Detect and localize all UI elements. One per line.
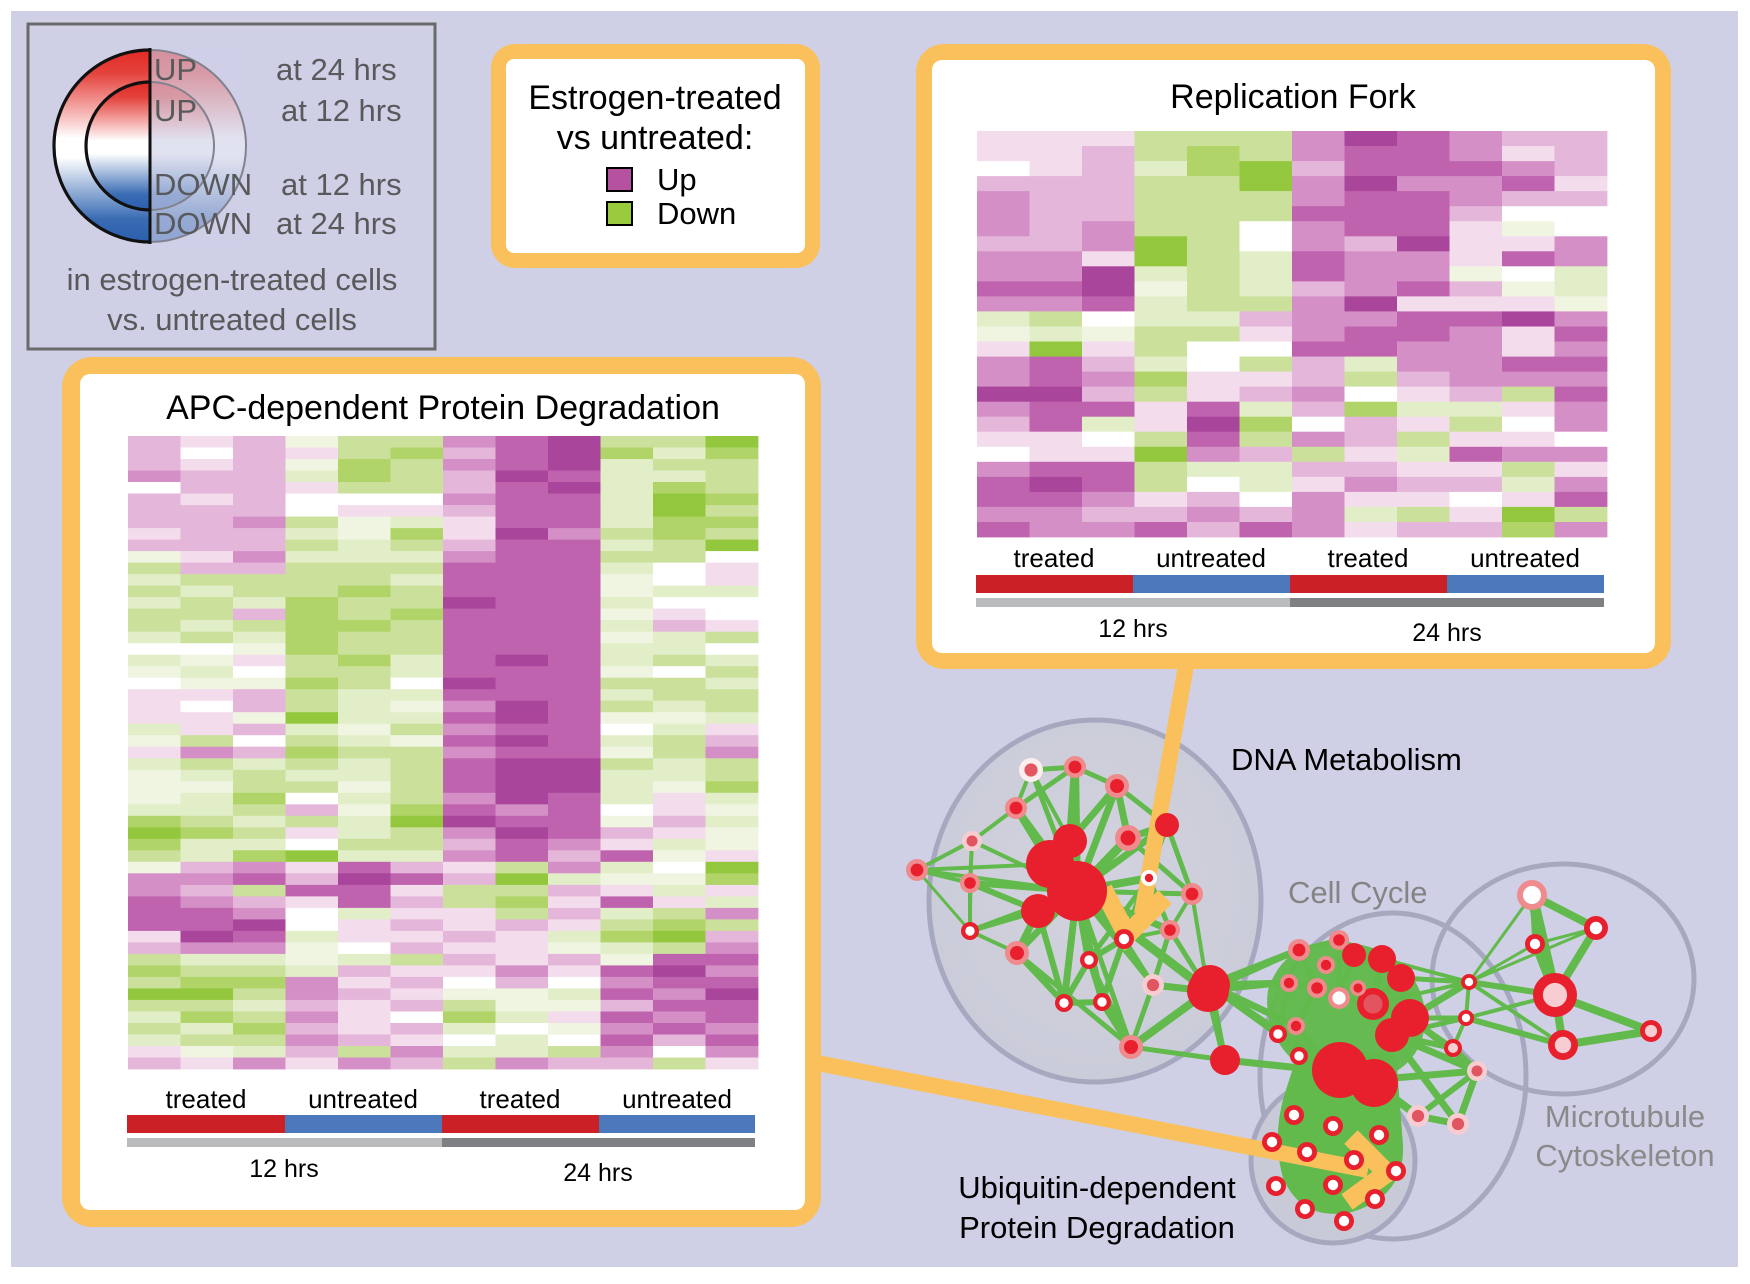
- svg-text:untreated: untreated: [1156, 543, 1266, 573]
- svg-text:UP: UP: [154, 52, 197, 87]
- svg-text:DOWN: DOWN: [154, 206, 252, 241]
- svg-text:vs. untreated cells: vs. untreated cells: [107, 302, 357, 337]
- svg-text:treated: treated: [1014, 543, 1095, 573]
- svg-text:12 hrs: 12 hrs: [1098, 615, 1167, 643]
- svg-text:Up: Up: [657, 162, 697, 197]
- svg-text:24 hrs: 24 hrs: [563, 1159, 632, 1187]
- svg-text:treated: treated: [1328, 543, 1409, 573]
- svg-text:untreated: untreated: [1470, 543, 1580, 573]
- svg-text:in estrogen-treated cells: in estrogen-treated cells: [67, 262, 398, 297]
- svg-text:APC-dependent Protein Degradat: APC-dependent Protein Degradation: [166, 389, 720, 427]
- svg-text:Ubiquitin-dependent: Ubiquitin-dependent: [958, 1170, 1236, 1205]
- svg-text:Cytoskeleton: Cytoskeleton: [1535, 1138, 1714, 1173]
- svg-text:at 24 hrs: at 24 hrs: [276, 52, 397, 87]
- svg-text:vs untreated:: vs untreated:: [557, 119, 754, 157]
- svg-text:DNA Metabolism: DNA Metabolism: [1231, 742, 1462, 777]
- svg-text:12 hrs: 12 hrs: [249, 1155, 318, 1183]
- svg-text:UP: UP: [154, 93, 197, 128]
- svg-text:Estrogen-treated: Estrogen-treated: [528, 79, 781, 117]
- svg-text:treated: treated: [166, 1084, 247, 1114]
- svg-text:24 hrs: 24 hrs: [1412, 619, 1481, 647]
- svg-text:Protein Degradation: Protein Degradation: [959, 1210, 1235, 1245]
- svg-text:Cell Cycle: Cell Cycle: [1288, 875, 1428, 910]
- svg-text:at 24 hrs: at 24 hrs: [276, 206, 397, 241]
- svg-text:at 12 hrs: at 12 hrs: [281, 93, 402, 128]
- svg-text:treated: treated: [480, 1084, 561, 1114]
- svg-text:DOWN: DOWN: [154, 167, 252, 202]
- svg-text:Microtubule: Microtubule: [1545, 1099, 1705, 1134]
- svg-text:untreated: untreated: [308, 1084, 418, 1114]
- svg-text:Down: Down: [657, 196, 736, 231]
- svg-text:at 12 hrs: at 12 hrs: [281, 167, 402, 202]
- svg-text:Replication Fork: Replication Fork: [1170, 78, 1417, 116]
- svg-text:untreated: untreated: [622, 1084, 732, 1114]
